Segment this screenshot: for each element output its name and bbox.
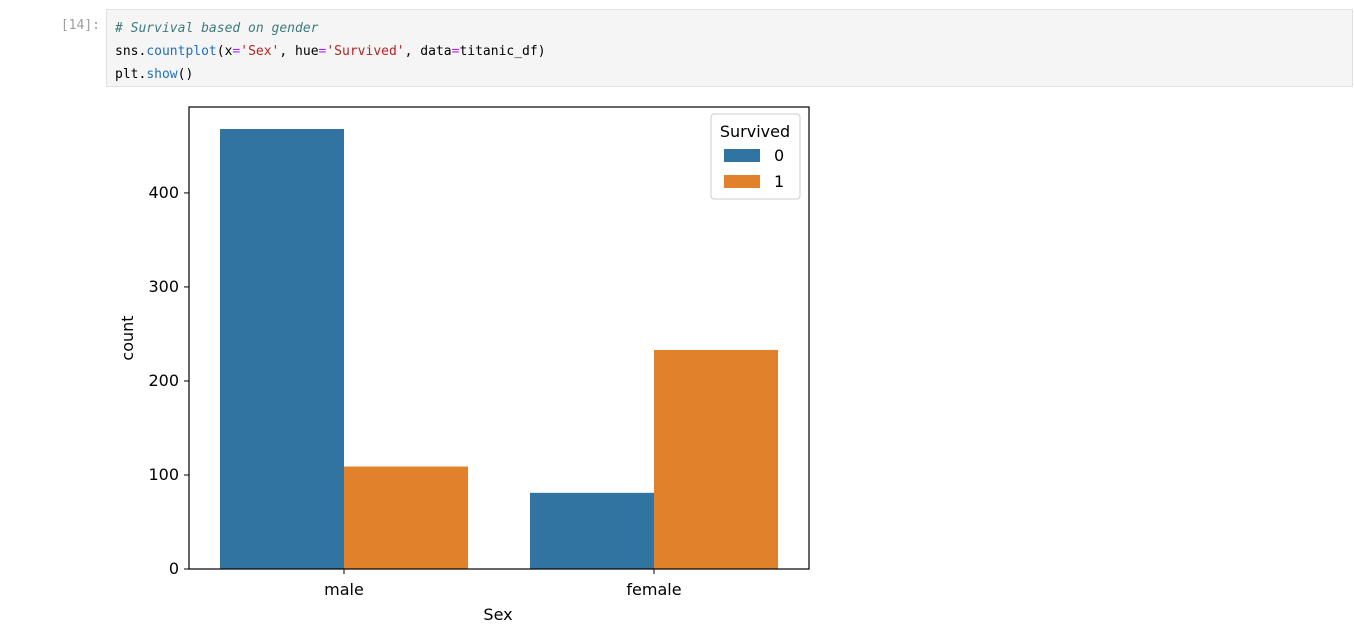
- code-token: (x: [216, 44, 233, 59]
- code-token: , hue: [279, 44, 319, 59]
- code-function: countplot: [146, 44, 217, 59]
- code-string: 'Survived': [326, 44, 405, 59]
- code-string: 'Sex': [240, 44, 280, 59]
- code-token: titanic_df): [459, 44, 546, 59]
- code-function: show: [146, 67, 178, 82]
- code-token: (): [177, 67, 194, 82]
- legend: Survived 0 1: [710, 113, 801, 200]
- y-tick-label: 400: [148, 183, 179, 202]
- code-token: sns.: [115, 44, 147, 59]
- code-operator: =: [318, 44, 327, 59]
- y-tick-label: 100: [148, 465, 179, 484]
- plot-frame: [188, 106, 810, 570]
- cell-output: 0 100 200 300 400 male female count Sex Survi…: [106, 92, 866, 632]
- code-comment: # Survival based on gender: [115, 21, 319, 36]
- x-tick-label: male: [324, 580, 364, 599]
- code-operator: =: [451, 44, 460, 59]
- y-tick-label: 300: [148, 277, 179, 296]
- code-cell[interactable]: # Survival based on gender sns.countplot…: [106, 9, 1353, 87]
- bar-male-survived-1: [344, 466, 468, 569]
- x-tick-label: female: [626, 580, 681, 599]
- code-editor[interactable]: # Survival based on gender sns.countplot…: [115, 17, 546, 86]
- legend-swatch-0: [724, 149, 760, 162]
- y-tick-label: 200: [148, 371, 179, 390]
- legend-label-1: 1: [774, 172, 784, 191]
- code-token: , data: [404, 44, 452, 59]
- cell-prompt: [14]:: [60, 18, 100, 33]
- legend-swatch-1: [724, 175, 760, 188]
- code-token: plt.: [115, 67, 147, 82]
- y-tick-label: 0: [169, 559, 179, 578]
- bar-female-survived-1: [654, 349, 778, 569]
- legend-label-0: 0: [774, 146, 784, 165]
- code-operator: =: [232, 44, 241, 59]
- legend-title: Survived: [720, 122, 790, 141]
- x-axis-label: Sex: [483, 605, 512, 624]
- countplot-chart: 0 100 200 300 400 male female count Sex Survi…: [118, 106, 810, 624]
- bar-male-survived-0: [220, 129, 344, 569]
- bar-female-survived-0: [530, 492, 654, 569]
- y-axis-label: count: [118, 315, 137, 360]
